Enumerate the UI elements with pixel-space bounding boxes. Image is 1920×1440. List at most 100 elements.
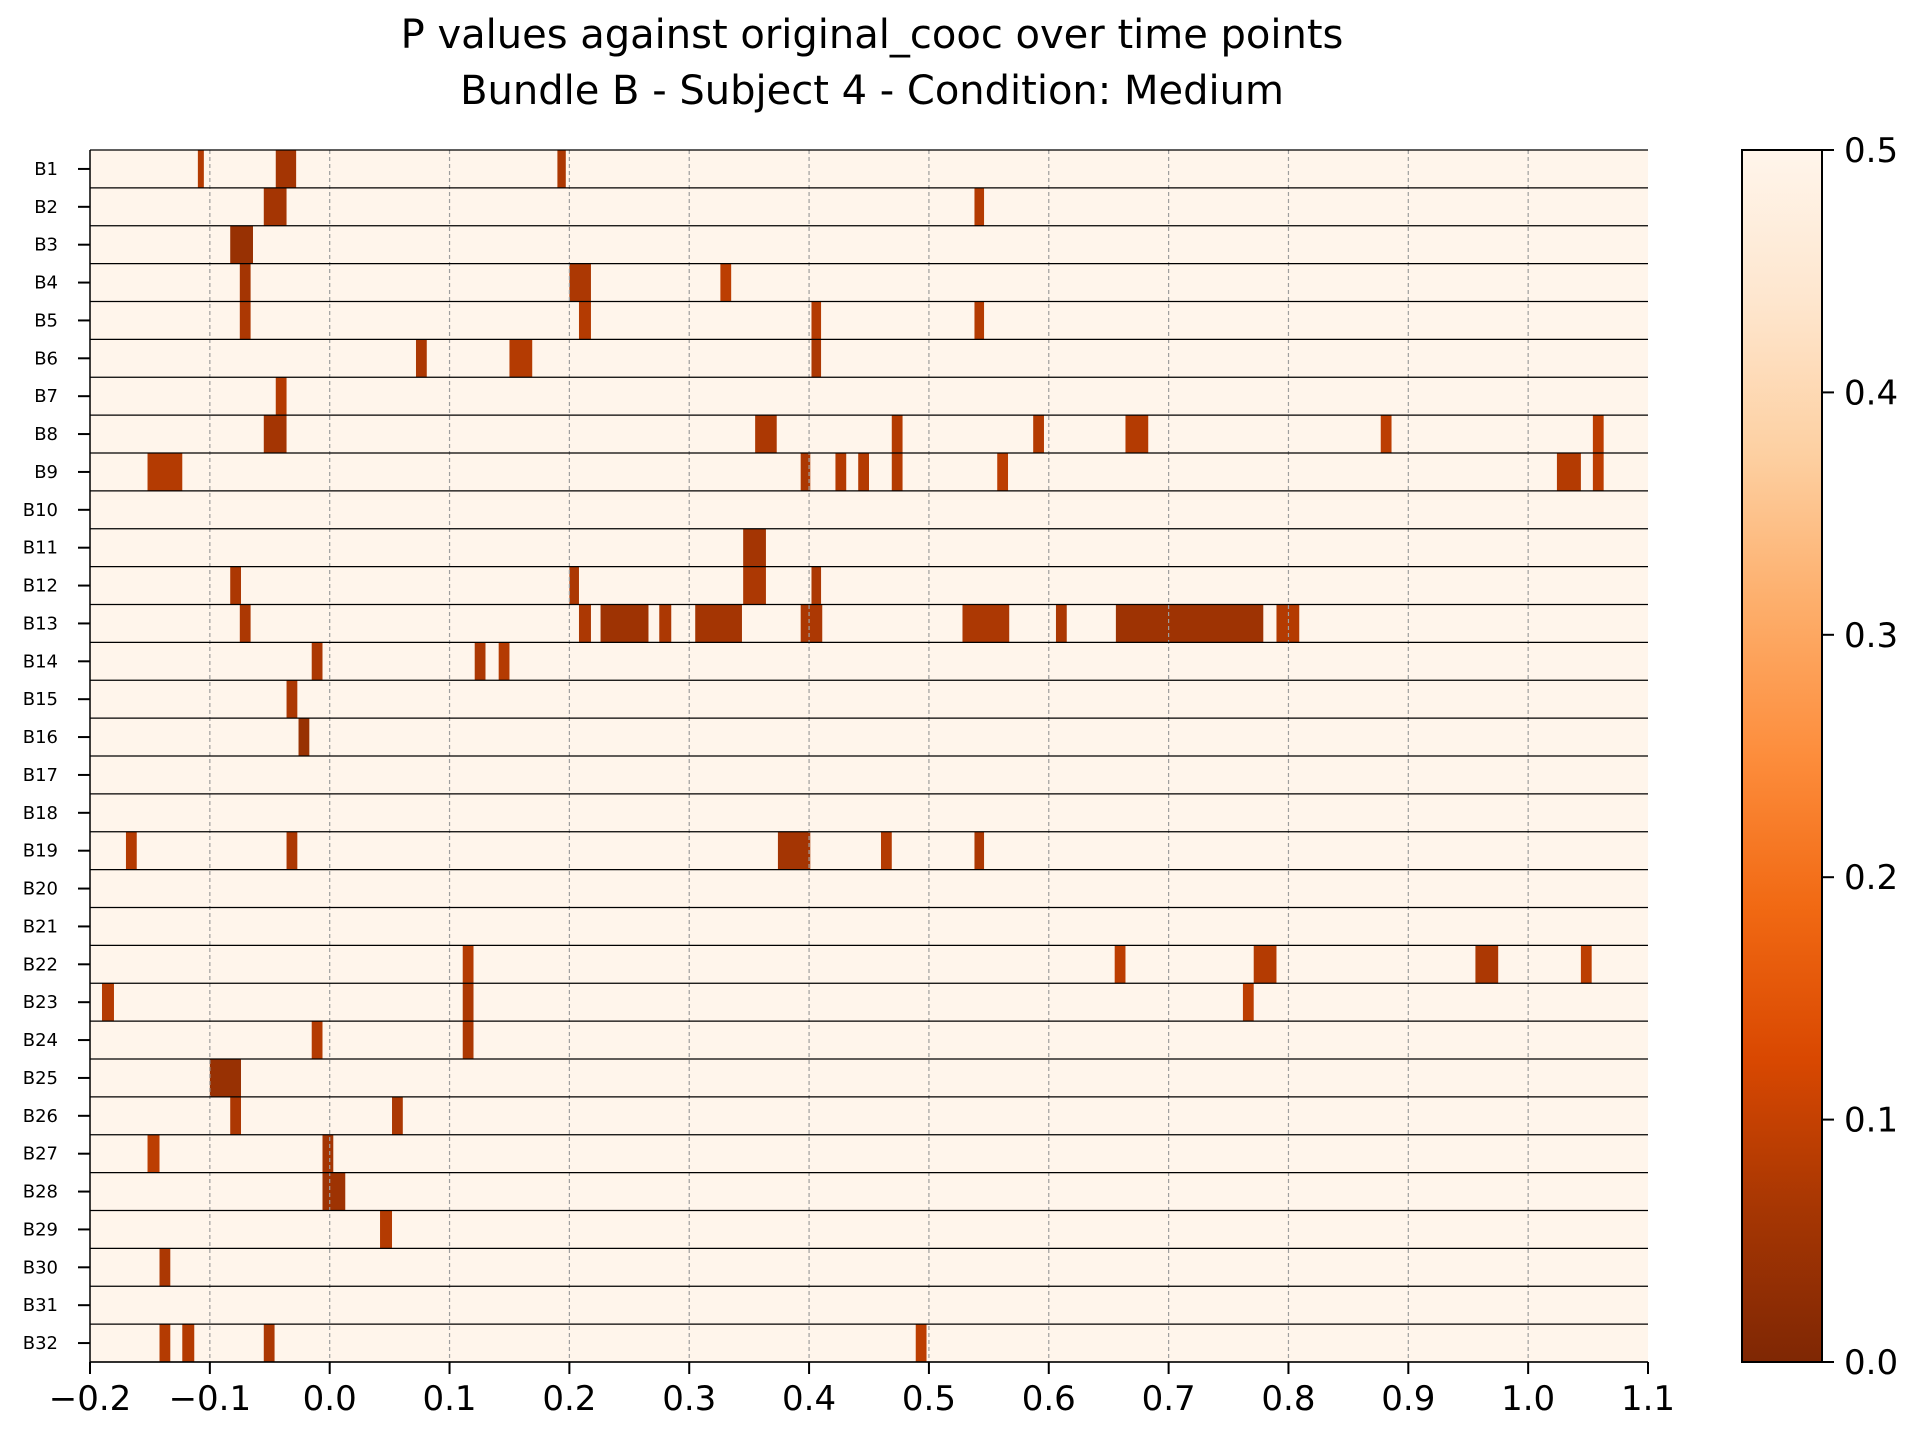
y-tick-label: B12 [23, 576, 58, 597]
heatmap-cell-b13 [600, 604, 649, 643]
heatmap-cell-b27 [147, 1134, 160, 1173]
heatmap-cell-b8 [1125, 415, 1149, 453]
heatmap-cell-b23 [101, 983, 114, 1022]
heatmap-cell-b5 [811, 301, 822, 340]
heatmap-cell-b7 [275, 377, 287, 416]
heatmap-cell-b22 [1253, 945, 1277, 984]
heatmap-cell-b4 [569, 263, 591, 302]
y-tick-label: B22 [23, 954, 58, 975]
heatmap-cell-b6 [509, 339, 533, 378]
heatmap-cell-b27 [322, 1134, 334, 1173]
x-tick-label: 0.6 [1022, 1379, 1076, 1419]
heatmap-cell-b19 [777, 831, 811, 870]
heatmap-cell-b32 [263, 1324, 275, 1362]
heatmap-cell-b8 [263, 415, 287, 453]
heatmap-cell-b9 [997, 453, 1009, 491]
heatmap-cell-b8 [1033, 415, 1044, 453]
heatmap-cell-b2 [263, 187, 287, 226]
heatmap-cell-b13 [1115, 604, 1264, 643]
y-tick-label: B11 [23, 538, 58, 559]
y-tick-label: B1 [34, 159, 58, 180]
heatmap-cell-b12 [743, 566, 766, 605]
y-tick-label: B24 [23, 1030, 58, 1051]
x-tick-label: 0.9 [1381, 1379, 1435, 1419]
y-tick-label: B2 [34, 197, 58, 218]
chart-subtitle: Bundle B - Subject 4 - Condition: Medium [460, 68, 1284, 114]
heatmap-cell-b23 [462, 983, 474, 1022]
heatmap-cell-b13 [695, 604, 742, 643]
x-tick-label: 0.1 [422, 1379, 476, 1419]
heatmap-cell-b22 [1114, 945, 1126, 984]
y-tick-label: B10 [23, 500, 58, 521]
heatmap-cell-b8 [891, 415, 903, 453]
chart-title: P values against original_cooc over time… [401, 12, 1344, 58]
y-tick-label: B16 [23, 727, 58, 748]
heatmap-cell-b4 [720, 263, 732, 302]
colorbar-tick-label: 0.2 [1844, 858, 1898, 898]
y-tick-label: B5 [34, 310, 58, 331]
heatmap-cell-b9 [147, 453, 183, 491]
heatmap-cell-b19 [125, 831, 137, 870]
colorbar-tick-label: 0.3 [1844, 616, 1898, 656]
heatmap-cell-b32 [182, 1324, 195, 1362]
heatmap-cell-b14 [498, 642, 510, 681]
y-tick-label: B23 [23, 992, 58, 1013]
heatmap-cell-b16 [298, 718, 310, 756]
x-axis: −0.2 −0.1 0.0 0.1 0.2 0.3 0.4 0.5 0.6 0.7 0.8 0.9 1.… [49, 1361, 1675, 1419]
heatmap-cell-b13 [1055, 604, 1067, 643]
y-tick-label: B27 [23, 1144, 58, 1165]
heatmap-cell-b12 [230, 566, 242, 605]
heatmap-cell-b22 [1580, 945, 1592, 984]
heatmap-cell-b3 [230, 225, 253, 264]
heatmap-cell-b5 [239, 301, 251, 340]
heatmap-cell-b19 [286, 831, 298, 870]
heatmap-cell-b11 [743, 528, 766, 567]
x-tick-label: 0.5 [902, 1379, 956, 1419]
heatmap-cell-b32 [159, 1324, 171, 1362]
y-tick-label: B18 [23, 803, 58, 824]
heatmap-cell-b29 [380, 1210, 393, 1249]
y-tick-label: B17 [23, 765, 58, 786]
y-tick-label: B3 [34, 235, 58, 256]
heatmap-cell-b2 [974, 187, 985, 226]
heatmap-cell-b5 [578, 301, 591, 340]
x-tick-label: 0.8 [1261, 1379, 1315, 1419]
heatmap-cell-b19 [974, 831, 985, 870]
y-tick-label: B21 [23, 916, 58, 937]
x-tick-label: 0.0 [303, 1379, 357, 1419]
heatmap-cell-b13 [1276, 604, 1300, 643]
heatmap-cell-b14 [311, 642, 323, 681]
heatmap-cell-b9 [858, 453, 869, 491]
heatmap-cell-b13 [800, 604, 823, 643]
heatmap-cell-b6 [415, 339, 427, 378]
heatmap-cell-b13 [578, 604, 591, 643]
y-axis: B1 B2 B3 B4 B5 B6 B7 B8 B9 B10 B11 B12 B13 B14 B15 B16 B… [23, 150, 91, 1362]
heatmap-cell-b26 [392, 1096, 403, 1135]
heatmap-cell-b8 [1380, 415, 1392, 453]
heatmap-cell-b12 [811, 566, 822, 605]
heatmap-cell-b9 [1592, 453, 1604, 491]
heatmap-cell-b8 [755, 415, 777, 453]
heatmap-cell-b13 [659, 604, 672, 643]
colorbar: 0.0 0.1 0.2 0.3 0.4 0.5 [1741, 131, 1898, 1383]
colorbar-tick-label: 0.4 [1844, 373, 1898, 413]
x-tick-label: −0.2 [49, 1379, 132, 1419]
heatmap-cell-b26 [230, 1096, 242, 1135]
heatmap-cell-b9 [1556, 453, 1581, 491]
heatmap-cell-b22 [462, 945, 474, 984]
heatmap-cell-b8 [1592, 415, 1604, 453]
heatmap-cell-b12 [569, 566, 579, 605]
y-tick-label: B28 [23, 1182, 58, 1203]
x-tick-label: 0.2 [542, 1379, 596, 1419]
y-tick-label: B9 [34, 462, 58, 483]
colorbar-tick-label: 0.0 [1844, 1343, 1898, 1383]
x-tick-label: −0.1 [169, 1379, 252, 1419]
y-tick-label: B14 [23, 651, 58, 672]
heatmap-cell-b22 [1475, 945, 1499, 984]
heatmap-cell-b9 [835, 453, 847, 491]
y-tick-label: B7 [34, 386, 58, 407]
y-tick-label: B32 [23, 1333, 58, 1354]
x-tick-label: 1.1 [1621, 1379, 1675, 1419]
x-tick-label: 0.4 [782, 1379, 836, 1419]
y-tick-label: B31 [23, 1295, 58, 1316]
